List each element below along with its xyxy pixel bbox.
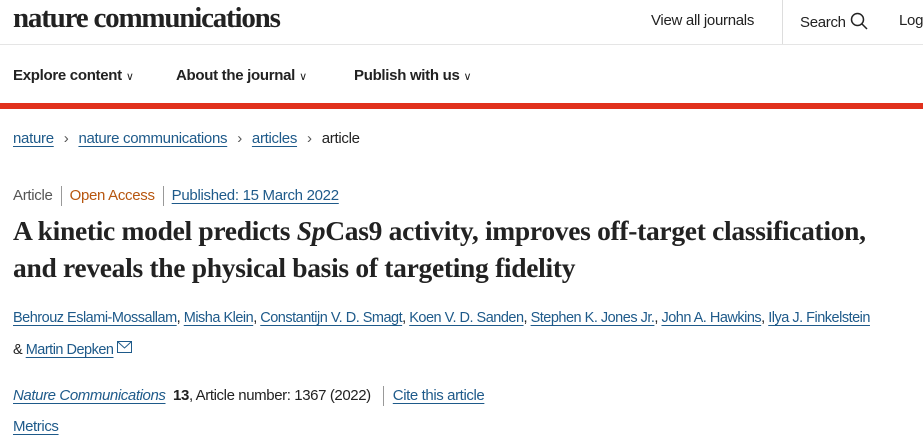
metrics-link[interactable]: Metrics xyxy=(13,418,59,435)
author-link[interactable]: Stephen K. Jones Jr. xyxy=(530,310,655,326)
article-number: , Article number: 1367 (2022) xyxy=(188,386,371,404)
nav-explore-content[interactable]: Explore content ∨ xyxy=(13,67,134,84)
citation-line: Nature Communications 13, Article number… xyxy=(13,386,485,406)
breadcrumb-nature-communications[interactable]: nature communications xyxy=(78,130,228,147)
accent-bar xyxy=(0,103,923,109)
author-link[interactable]: John A. Hawkins xyxy=(661,310,762,326)
author-list: Behrouz Eslami-Mossallam, Misha Klein, C… xyxy=(13,310,870,326)
author-link[interactable]: Ilya J. Finkelstein xyxy=(768,310,870,326)
nav-about-journal[interactable]: About the journal ∨ xyxy=(176,67,307,84)
search-button[interactable]: Search xyxy=(800,12,868,31)
nav-label: About the journal xyxy=(176,67,296,84)
search-icon xyxy=(850,12,868,30)
header-divider xyxy=(0,44,923,45)
journal-link[interactable]: Nature Communications xyxy=(13,386,166,404)
breadcrumb: nature › nature communications › articles › ar… xyxy=(13,130,360,147)
article-title: A kinetic model predicts SpCas9 activity… xyxy=(13,215,866,283)
published-date[interactable]: Published: 15 March 2022 xyxy=(171,186,339,204)
author-list-cont: & Martin Depken xyxy=(13,341,133,358)
article-type: Article xyxy=(13,186,53,204)
breadcrumb-current: article xyxy=(321,130,360,147)
author-link[interactable]: Misha Klein xyxy=(183,310,254,326)
volume: 13 xyxy=(173,386,189,404)
nav-publish[interactable]: Publish with us ∨ xyxy=(354,67,472,84)
nav-label: Explore content xyxy=(13,67,122,84)
article-meta: Article Open Access Published: 15 March 20… xyxy=(13,186,339,206)
view-all-journals-link[interactable]: View all journals xyxy=(651,12,755,29)
chevron-down-icon: ∨ xyxy=(463,71,472,83)
author-link[interactable]: Martin Depken xyxy=(25,342,114,358)
breadcrumb-nature[interactable]: nature xyxy=(13,130,54,147)
metrics-link-wrap: Metrics xyxy=(13,418,59,435)
divider xyxy=(782,0,783,44)
chevron-right-icon: › xyxy=(237,130,242,147)
login-link[interactable]: Log xyxy=(899,12,923,29)
chevron-down-icon: ∨ xyxy=(299,71,307,83)
chevron-down-icon: ∨ xyxy=(125,71,134,83)
author-link[interactable]: Koen V. D. Sanden xyxy=(409,310,524,326)
author-link[interactable]: Behrouz Eslami-Mossallam xyxy=(13,310,177,326)
site-logo[interactable]: nature communications xyxy=(13,2,281,34)
chevron-right-icon: › xyxy=(307,130,312,147)
chevron-right-icon: › xyxy=(63,130,69,147)
cite-this-article-link[interactable]: Cite this article xyxy=(392,386,485,404)
breadcrumb-articles[interactable]: articles xyxy=(251,130,298,147)
open-access-badge: Open Access xyxy=(69,186,155,204)
mail-icon[interactable] xyxy=(117,341,133,353)
search-label: Search xyxy=(800,14,846,31)
nav-label: Publish with us xyxy=(354,67,460,84)
author-link[interactable]: Constantijn V. D. Smagt xyxy=(260,310,403,326)
